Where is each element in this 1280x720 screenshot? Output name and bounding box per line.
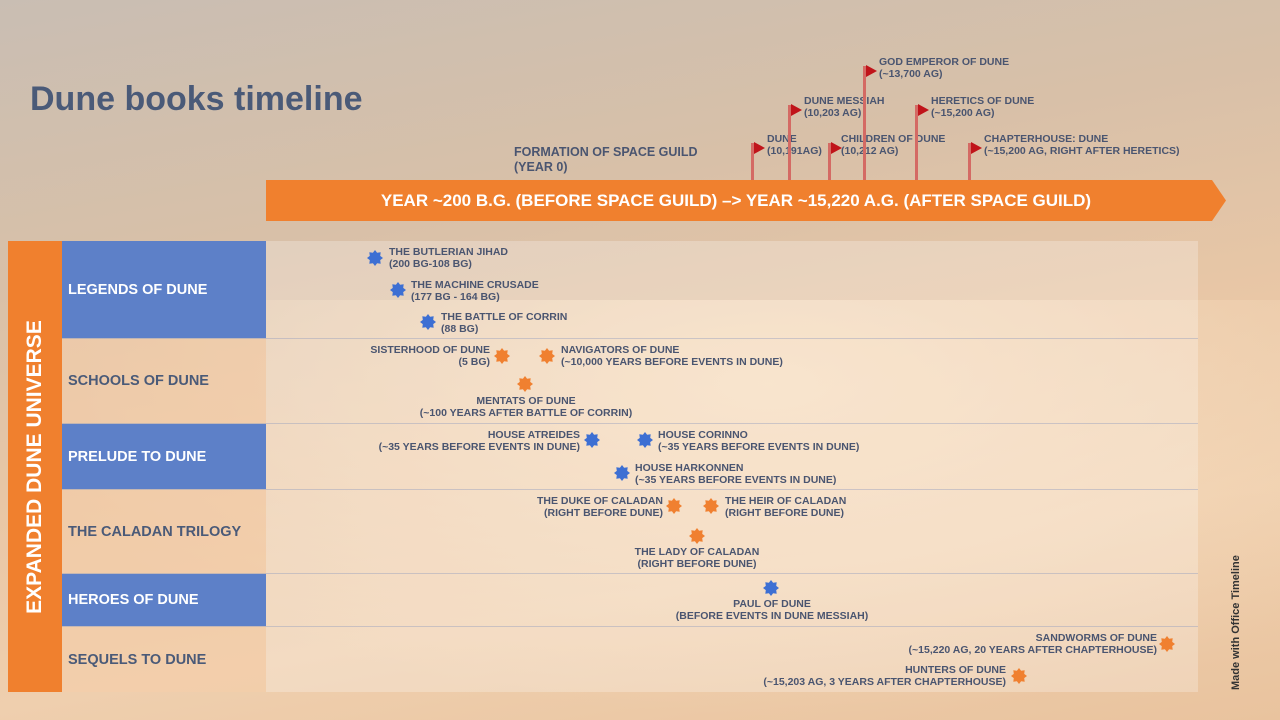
page-title: Dune books timeline (30, 80, 363, 118)
star-icon (689, 528, 705, 544)
flag-icon (866, 65, 877, 77)
swimlane-group-label: EXPANDED DUNE UNIVERSE (8, 241, 62, 692)
star-icon (703, 498, 719, 514)
milestone-sub: (88 BG) (441, 323, 479, 335)
lane-schools: SCHOOLS OF DUNE (62, 339, 1198, 424)
flag-pole (788, 105, 791, 180)
star-icon (637, 432, 653, 448)
flag-title: CHAPTERHOUSE: DUNE (984, 133, 1109, 145)
flag-sub: (10,212 AG) (841, 145, 899, 157)
milestone-title: THE BATTLE OF CORRIN (441, 311, 568, 323)
lane-sequels: SEQUELS TO DUNE (62, 627, 1198, 692)
flag-pole (968, 143, 971, 180)
milestone-sub: (200 BG-108 BG) (389, 258, 472, 270)
group-label-text: EXPANDED DUNE UNIVERSE (23, 319, 47, 614)
milestone-sub: (~35 YEARS BEFORE EVENTS IN DUNE) (658, 441, 860, 453)
lane-header[interactable]: HEROES OF DUNE (62, 574, 266, 626)
flag-pole (915, 105, 918, 180)
swimlane-area (266, 241, 1198, 692)
star-icon (390, 282, 406, 298)
flag-icon (831, 142, 842, 154)
lane-caladan: THE CALADAN TRILOGY (62, 490, 1198, 574)
milestone-title: SISTERHOOD OF DUNE (370, 344, 490, 356)
flag-title: CHILDREN OF DUNE (841, 133, 946, 145)
star-icon (666, 498, 682, 514)
flag-sub: (~15,200 AG) (931, 107, 995, 119)
star-icon (539, 348, 555, 364)
star-icon (420, 314, 436, 330)
milestone-sub: (~15,203 AG, 3 YEARS AFTER CHAPTERHOUSE) (763, 676, 1006, 688)
milestone-title: SANDWORMS OF DUNE (1035, 632, 1157, 644)
milestone-title: HOUSE CORINNO (658, 429, 748, 441)
lane-header[interactable]: SEQUELS TO DUNE (62, 627, 266, 692)
guild-title: FORMATION OF SPACE GUILD (514, 145, 698, 159)
milestone-sub: (RIGHT BEFORE DUNE) (725, 507, 844, 519)
flag-pole (863, 66, 866, 180)
timeline-bar: YEAR ~200 B.G. (BEFORE SPACE GUILD) –> Y… (266, 180, 1226, 221)
flag-title: DUNE MESSIAH (804, 95, 885, 107)
guild-sub: (YEAR 0) (514, 160, 568, 174)
star-icon (1011, 668, 1027, 684)
milestone-sub: (BEFORE EVENTS IN DUNE MESSIAH) (675, 610, 869, 622)
milestone-sub: (~35 YEARS BEFORE EVENTS IN DUNE) (635, 474, 837, 486)
star-icon (367, 250, 383, 266)
flag-title: DUNE (767, 133, 797, 145)
milestone-title: HUNTERS OF DUNE (905, 664, 1006, 676)
flag-icon (791, 104, 802, 116)
flag-title: HERETICS OF DUNE (931, 95, 1035, 107)
lane-header[interactable]: THE CALADAN TRILOGY (62, 490, 266, 573)
flag-sub: (~15,200 AG, RIGHT AFTER HERETICS) (984, 145, 1180, 157)
milestone-sub: (177 BG - 164 BG) (411, 291, 500, 303)
milestone-title: NAVIGATORS OF DUNE (561, 344, 680, 356)
flag-icon (971, 142, 982, 154)
milestone-title: HOUSE ATREIDES (487, 429, 580, 441)
star-icon (584, 432, 600, 448)
milestone-title: THE HEIR OF CALADAN (725, 495, 847, 507)
milestone-sub: (~15,220 AG, 20 YEARS AFTER CHAPTERHOUSE… (908, 644, 1157, 656)
milestone-title: THE LADY OF CALADAN (634, 546, 760, 558)
office-timeline-watermark: Made with Office Timeline (1230, 555, 1242, 690)
lane-heroes: HEROES OF DUNE (62, 574, 1198, 627)
star-icon (494, 348, 510, 364)
milestone-sub: (~35 YEARS BEFORE EVENTS IN DUNE) (378, 441, 580, 453)
flag-sub: (10,203 AG) (804, 107, 862, 119)
milestone-sub: (RIGHT BEFORE DUNE) (637, 558, 757, 570)
flag-sub: (10,191AG) (767, 145, 822, 157)
milestone-sub: (~100 YEARS AFTER BATTLE OF CORRIN) (419, 407, 633, 419)
milestone-sub: (RIGHT BEFORE DUNE) (544, 507, 663, 519)
star-icon (517, 376, 533, 392)
milestone-title: MENTATS OF DUNE (476, 395, 576, 407)
flag-title: GOD EMPEROR OF DUNE (879, 56, 1010, 68)
lane-header[interactable]: LEGENDS OF DUNE (62, 241, 266, 338)
milestone-title: THE DUKE OF CALADAN (537, 495, 663, 507)
lane-legends: LEGENDS OF DUNE (62, 241, 1198, 339)
milestone-sub: (~10,000 YEARS BEFORE EVENTS IN DUNE) (561, 356, 783, 368)
lane-header[interactable]: SCHOOLS OF DUNE (62, 339, 266, 423)
flag-icon (754, 142, 765, 154)
flag-pole (751, 143, 754, 180)
space-guild-label: FORMATION OF SPACE GUILD (YEAR 0) (514, 145, 698, 175)
flag-icon (918, 104, 929, 116)
star-icon (1159, 636, 1175, 652)
milestone-sub: (5 BG) (458, 356, 491, 368)
lane-header[interactable]: PRELUDE TO DUNE (62, 424, 266, 489)
lane-prelude: PRELUDE TO DUNE (62, 424, 1198, 490)
milestone-title: PAUL OF DUNE (733, 598, 811, 610)
milestone-title: THE MACHINE CRUSADE (411, 279, 539, 291)
star-icon (763, 580, 779, 596)
flag-pole (828, 143, 831, 180)
milestone-title: HOUSE HARKONNEN (635, 462, 744, 474)
flag-sub: (~13,700 AG) (879, 68, 943, 80)
milestone-title: THE BUTLERIAN JIHAD (389, 246, 509, 258)
star-icon (614, 465, 630, 481)
